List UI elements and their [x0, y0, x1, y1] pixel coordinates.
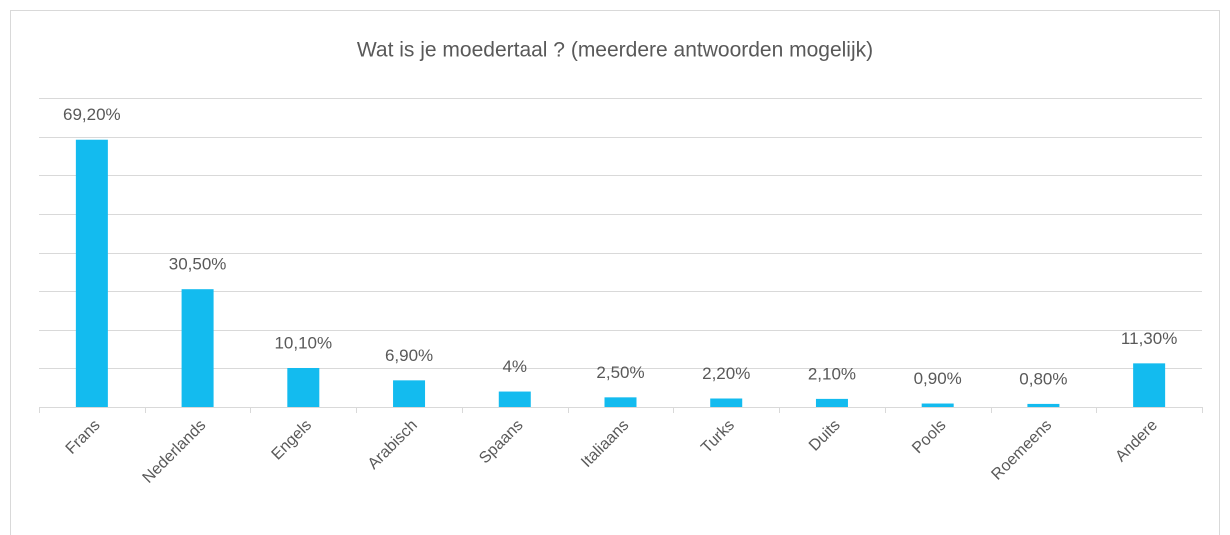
data-label: 10,10%	[274, 333, 332, 352]
bar	[393, 380, 426, 407]
bar	[815, 398, 848, 407]
data-label: 4%	[502, 357, 527, 376]
bar	[921, 403, 954, 407]
bar	[75, 139, 108, 407]
data-label: 2,10%	[808, 364, 856, 383]
chart-title: Wat is je moedertaal ? (meerdere antwoor…	[357, 39, 873, 62]
bar	[1133, 363, 1166, 407]
bar	[498, 391, 531, 407]
data-label: 69,20%	[63, 105, 121, 124]
chart-border	[10, 10, 1220, 535]
data-label: 0,80%	[1019, 369, 1067, 388]
data-label: 30,50%	[169, 255, 227, 274]
bar	[710, 398, 743, 407]
data-label: 0,90%	[914, 369, 962, 388]
bar	[604, 397, 637, 407]
data-label: 11,30%	[1121, 329, 1177, 348]
data-label: 2,20%	[702, 364, 750, 383]
data-label: 6,90%	[385, 346, 433, 365]
bar	[287, 367, 320, 407]
data-label: 2,50%	[596, 363, 644, 382]
bar	[1027, 403, 1060, 407]
bar	[181, 289, 214, 407]
